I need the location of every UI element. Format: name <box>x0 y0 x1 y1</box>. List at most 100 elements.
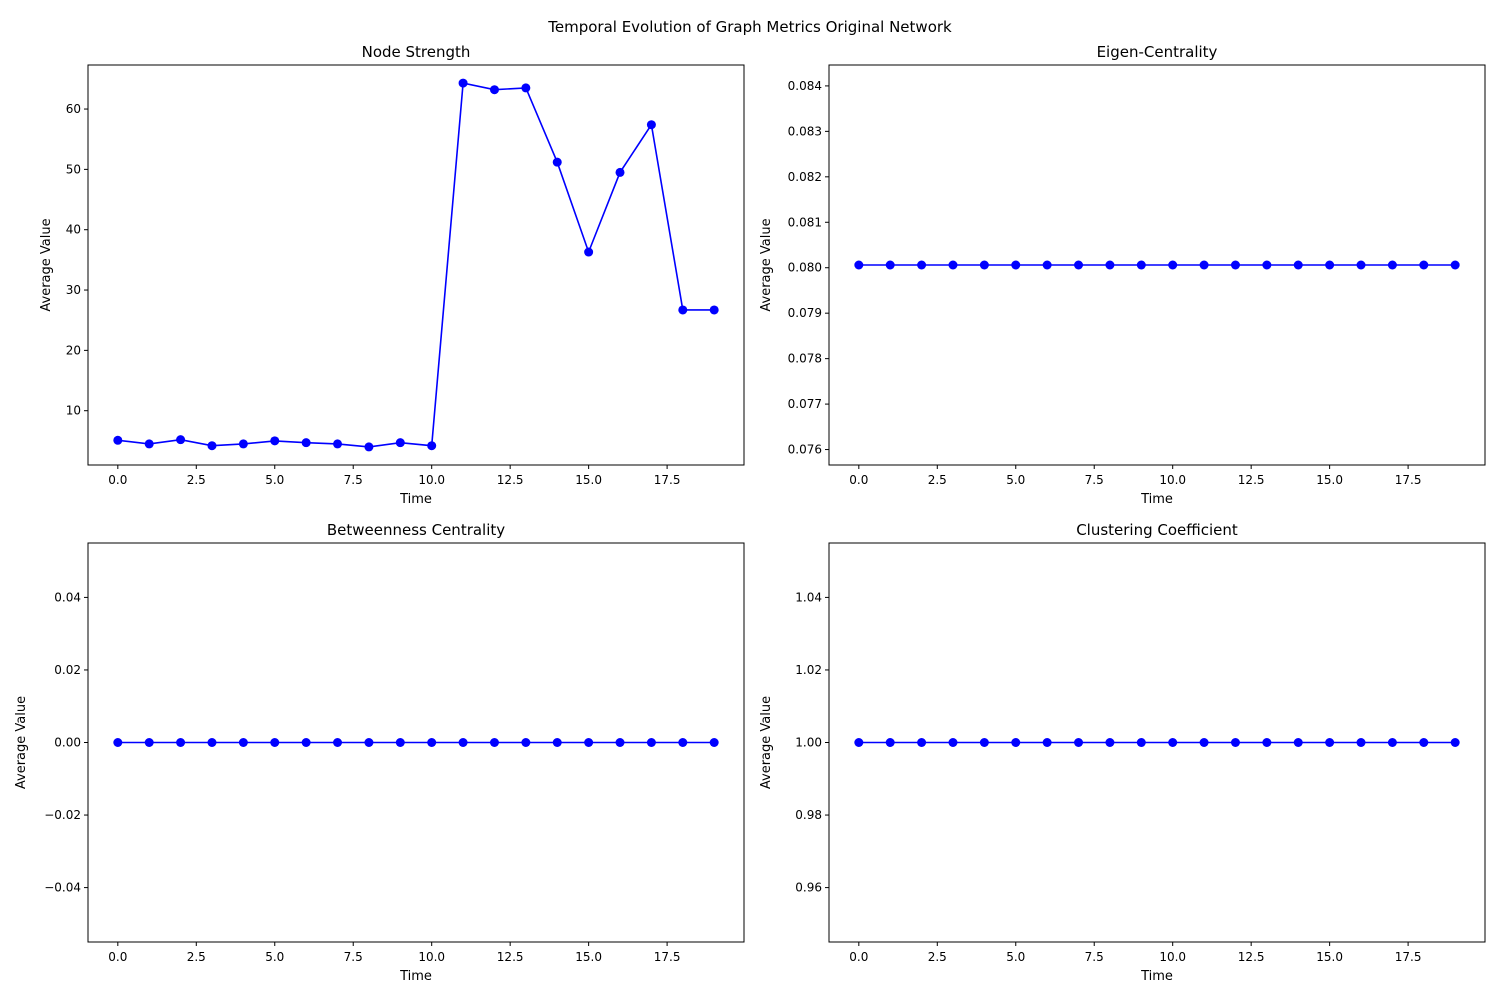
data-point <box>1450 260 1460 270</box>
data-point <box>1262 738 1272 747</box>
x-tick-label: 12.5 <box>497 473 524 487</box>
node-strength-chart: Node Strength 0.0 2.5 5.0 7.5 10.0 12.5 15.0 17.… <box>39 43 745 507</box>
x-tick-label: 2.5 <box>187 473 206 487</box>
y-axis-label: Average Value <box>39 218 54 311</box>
x-tick-label: 0.0 <box>849 473 868 487</box>
y-tick-label: 0.081 <box>788 215 822 229</box>
data-point <box>427 441 437 451</box>
x-tick-label: 17.5 <box>654 950 681 964</box>
data-point <box>646 120 656 130</box>
data-point <box>270 738 280 747</box>
data-point <box>1105 260 1115 270</box>
y-tick-label: 0.02 <box>54 663 81 677</box>
data-point <box>615 738 625 747</box>
y-tick-label: 60 <box>66 102 81 116</box>
data-point <box>364 738 374 747</box>
x-tick-label: 5.0 <box>265 473 284 487</box>
data-point <box>1074 260 1084 270</box>
data-point <box>1419 738 1429 747</box>
data-point <box>521 83 531 93</box>
data-point <box>1419 260 1429 270</box>
data-point <box>1074 738 1084 747</box>
x-tick-label: 12.5 <box>497 950 524 964</box>
data-point <box>270 436 280 446</box>
y-tick-label: 10 <box>66 404 81 418</box>
data-point <box>1356 738 1366 747</box>
x-tick-label: 5.0 <box>265 950 284 964</box>
x-tick-label: 2.5 <box>928 473 947 487</box>
data-point <box>1262 260 1272 270</box>
y-tick-label: 0.079 <box>788 306 822 320</box>
data-point <box>552 738 562 747</box>
data-point <box>458 78 468 88</box>
x-tick-label: 7.5 <box>1085 950 1104 964</box>
betweenness-centrality-axes-frame <box>87 542 745 943</box>
x-tick-label: 15.0 <box>575 473 602 487</box>
data-point <box>1450 738 1460 747</box>
data-point <box>1042 260 1052 270</box>
data-point <box>1011 738 1021 747</box>
data-point <box>552 157 562 167</box>
data-point <box>176 738 186 747</box>
data-point <box>301 438 311 448</box>
y-tick-label: 50 <box>66 162 81 176</box>
data-point <box>979 738 989 747</box>
data-point <box>1136 260 1146 270</box>
x-tick-label: 10.0 <box>1159 950 1186 964</box>
node-strength-axes-frame <box>87 64 745 466</box>
y-tick-label: 1.02 <box>795 663 822 677</box>
data-point <box>427 738 437 747</box>
y-tick-label: 0.080 <box>788 261 822 275</box>
data-point <box>615 167 625 177</box>
x-tick-label: 7.5 <box>344 950 363 964</box>
y-axis-label: Average Value <box>759 696 774 789</box>
y-tick-label: 0.077 <box>788 397 822 411</box>
clustering-coefficient-axes-frame <box>828 542 1486 943</box>
data-point <box>584 247 594 257</box>
data-point <box>113 435 123 445</box>
x-axis-label: Time <box>399 969 432 984</box>
data-point <box>1230 738 1240 747</box>
clustering-coefficient-chart: Clustering Coefficient 0.0 2.5 5.0 7.5 10.0 12… <box>759 521 1486 984</box>
data-point <box>709 305 719 315</box>
data-point <box>1168 738 1178 747</box>
node-strength-series-line <box>117 82 715 448</box>
data-point <box>1199 738 1209 747</box>
data-point <box>1325 260 1335 270</box>
data-point <box>1199 260 1209 270</box>
eigen-centrality-title: Eigen-Centrality <box>1097 43 1218 61</box>
y-tick-label: 0.076 <box>788 443 822 457</box>
x-tick-label: 17.5 <box>1395 473 1422 487</box>
data-point <box>521 738 531 747</box>
data-point <box>207 441 217 451</box>
data-point <box>395 738 405 747</box>
data-point <box>948 260 958 270</box>
data-point <box>917 260 927 270</box>
x-tick-label: 5.0 <box>1006 473 1025 487</box>
betweenness-centrality-title: Betweenness Centrality <box>327 521 505 539</box>
x-axis-label: Time <box>1140 969 1173 984</box>
data-point <box>678 738 688 747</box>
figure-title: Temporal Evolution of Graph Metrics Orig… <box>547 18 952 36</box>
x-tick-label: 2.5 <box>187 950 206 964</box>
y-tick-label: 0.083 <box>788 124 822 138</box>
data-point <box>1293 738 1303 747</box>
x-tick-label: 15.0 <box>1316 950 1343 964</box>
data-point <box>1136 738 1146 747</box>
y-tick-label: 0.078 <box>788 352 822 366</box>
y-tick-label: 0.98 <box>795 808 822 822</box>
clustering-coefficient-title: Clustering Coefficient <box>1076 521 1238 539</box>
data-point <box>854 260 864 270</box>
data-point <box>1325 738 1335 747</box>
x-tick-label: 7.5 <box>1085 473 1104 487</box>
y-axis-label: Average Value <box>759 218 774 311</box>
y-tick-label: 0.96 <box>795 881 822 895</box>
data-point <box>207 738 217 747</box>
data-point <box>1356 260 1366 270</box>
data-point <box>646 738 656 747</box>
data-point <box>854 738 864 747</box>
x-tick-label: 17.5 <box>1395 950 1422 964</box>
betweenness-centrality-chart: Betweenness Centrality 0.0 2.5 5.0 7.5 10.0 12… <box>14 521 745 984</box>
data-point <box>1105 738 1115 747</box>
